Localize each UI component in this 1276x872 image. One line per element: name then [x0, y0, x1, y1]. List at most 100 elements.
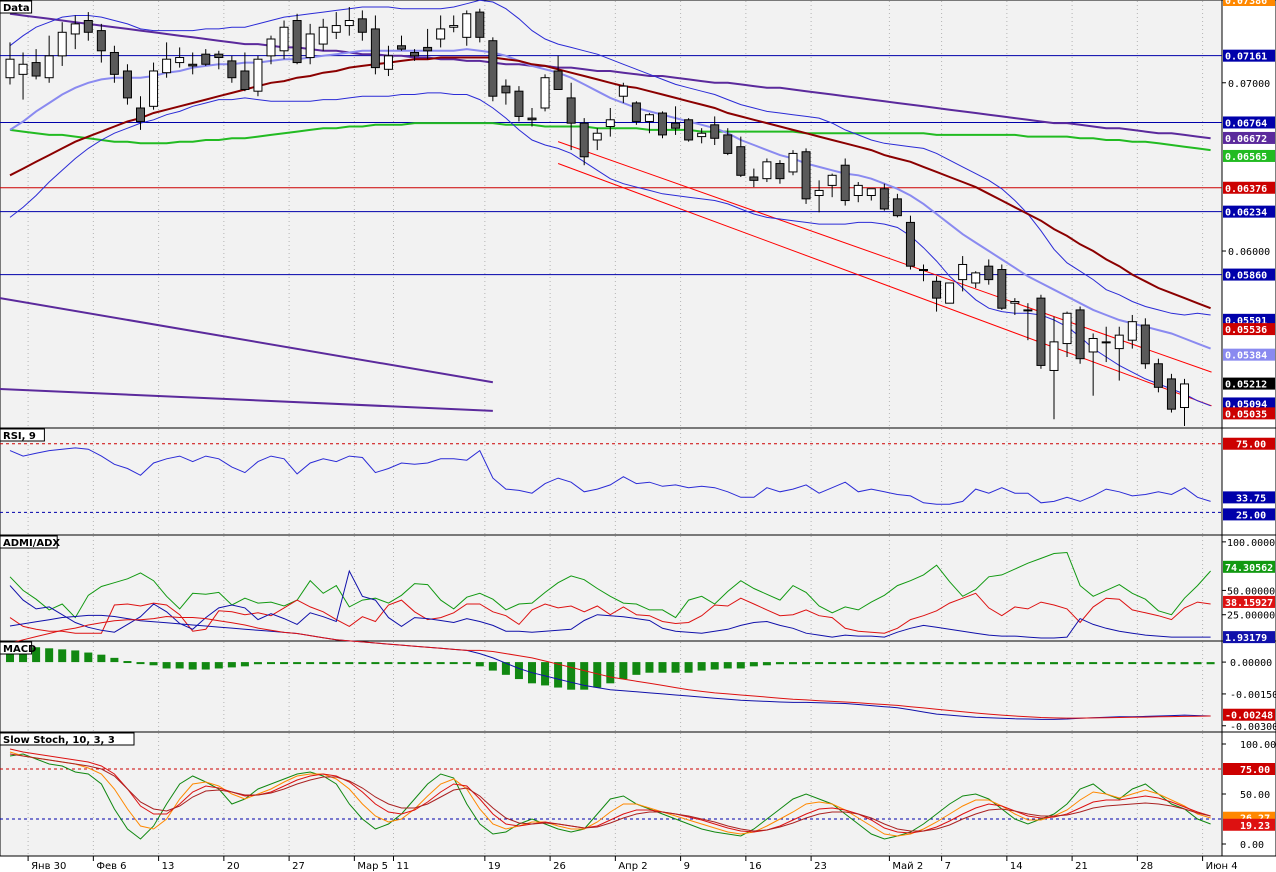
candle-body[interactable]	[1166, 378, 1176, 410]
candle-body[interactable]	[175, 57, 185, 64]
candle-body[interactable]	[383, 55, 393, 70]
candle-body[interactable]	[122, 70, 132, 99]
candle-body[interactable]	[253, 58, 263, 92]
candle-body[interactable]	[357, 18, 367, 33]
candle-body[interactable]	[1114, 334, 1124, 350]
candle-body[interactable]	[305, 33, 315, 59]
candle-body[interactable]	[449, 25, 459, 28]
candle-body[interactable]	[318, 26, 328, 45]
candle-body[interactable]	[631, 102, 641, 122]
candle-body[interactable]	[827, 174, 837, 186]
candle-body[interactable]	[527, 117, 537, 121]
candle-body[interactable]	[788, 152, 798, 173]
candle-body[interactable]	[514, 90, 524, 117]
candle-body[interactable]	[540, 77, 550, 109]
candle-body[interactable]	[892, 198, 902, 217]
candle-body[interactable]	[775, 163, 785, 180]
candle-body[interactable]	[214, 53, 224, 59]
candle-body[interactable]	[736, 146, 746, 176]
candle-body[interactable]	[971, 272, 981, 284]
candle-body[interactable]	[1049, 341, 1059, 371]
candle-body[interactable]	[488, 40, 498, 97]
candle-body[interactable]	[44, 55, 54, 79]
candle-body[interactable]	[201, 53, 211, 65]
candle-body[interactable]	[31, 62, 41, 77]
candle-body[interactable]	[96, 30, 106, 52]
macd-histogram-bar	[514, 662, 523, 680]
candle-body[interactable]	[1075, 309, 1085, 360]
candle-body[interactable]	[749, 176, 759, 181]
candle-body[interactable]	[644, 114, 654, 122]
candle-body[interactable]	[1036, 297, 1046, 366]
candle-body[interactable]	[945, 282, 955, 304]
candle-body[interactable]	[853, 184, 863, 196]
price-value-badge	[1223, 205, 1275, 218]
candle-body[interactable]	[814, 189, 824, 196]
candle-body[interactable]	[109, 51, 119, 75]
candle-body[interactable]	[984, 265, 994, 281]
candle-body[interactable]	[762, 161, 772, 180]
candle-body[interactable]	[1062, 312, 1072, 345]
candle-body[interactable]	[240, 70, 250, 90]
candle-body[interactable]	[370, 28, 380, 69]
candle-body[interactable]	[958, 263, 968, 281]
candle-body[interactable]	[136, 107, 145, 122]
candle-body[interactable]	[462, 13, 472, 38]
candle-body[interactable]	[227, 60, 237, 79]
candle-body[interactable]	[1140, 324, 1150, 365]
candle-body[interactable]	[149, 70, 159, 107]
candle-body[interactable]	[553, 70, 563, 90]
candle-body[interactable]	[5, 58, 15, 79]
candle-body[interactable]	[905, 221, 915, 267]
candle-body[interactable]	[579, 122, 589, 158]
candle-body[interactable]	[57, 31, 67, 57]
macd-tick-label: -0.00300	[1230, 722, 1276, 733]
adx-value-label: 38.15927	[1225, 598, 1273, 609]
candle-body[interactable]	[279, 26, 289, 52]
candle-body[interactable]	[932, 280, 942, 299]
candle-body[interactable]	[162, 58, 172, 74]
candle-body[interactable]	[83, 20, 93, 33]
candle-body[interactable]	[671, 122, 681, 129]
candle-body[interactable]	[697, 132, 707, 138]
candle-body[interactable]	[18, 63, 28, 75]
candle-body[interactable]	[436, 28, 446, 40]
candle-body[interactable]	[292, 20, 302, 64]
candle-body[interactable]	[997, 269, 1007, 309]
candle-body[interactable]	[70, 23, 80, 35]
candle-body[interactable]	[1180, 383, 1189, 408]
candle-body[interactable]	[879, 188, 889, 210]
candle-body[interactable]	[1153, 363, 1163, 388]
candle-body[interactable]	[840, 164, 850, 202]
candle-body[interactable]	[1127, 321, 1137, 341]
candle-body[interactable]	[475, 11, 485, 38]
candle-body[interactable]	[410, 51, 420, 57]
candle-body[interactable]	[618, 85, 628, 97]
candle-body[interactable]	[397, 45, 406, 50]
candle-body[interactable]	[919, 269, 928, 272]
candle-body[interactable]	[423, 46, 433, 52]
candle-body[interactable]	[1088, 338, 1098, 353]
candle-body[interactable]	[658, 112, 667, 136]
candle-body[interactable]	[1101, 341, 1111, 344]
candle-body[interactable]	[188, 63, 198, 67]
candle-body[interactable]	[710, 124, 720, 139]
candle-body[interactable]	[866, 188, 876, 196]
candle-body[interactable]	[331, 25, 341, 33]
candle-body[interactable]	[344, 20, 354, 27]
candle-body[interactable]	[684, 119, 694, 141]
candle-body[interactable]	[1010, 300, 1020, 304]
candle-body[interactable]	[801, 151, 811, 200]
candle-body[interactable]	[723, 134, 733, 154]
candle-body[interactable]	[1023, 309, 1033, 312]
candle-body[interactable]	[566, 97, 576, 124]
macd-histogram-bar	[306, 662, 315, 665]
candle-body[interactable]	[592, 132, 602, 141]
candle-body[interactable]	[266, 38, 276, 57]
macd-histogram-bar	[984, 662, 993, 665]
candle-body[interactable]	[605, 119, 615, 128]
candle-body[interactable]	[501, 85, 511, 94]
stoch-value-label: 19.23	[1240, 821, 1270, 832]
